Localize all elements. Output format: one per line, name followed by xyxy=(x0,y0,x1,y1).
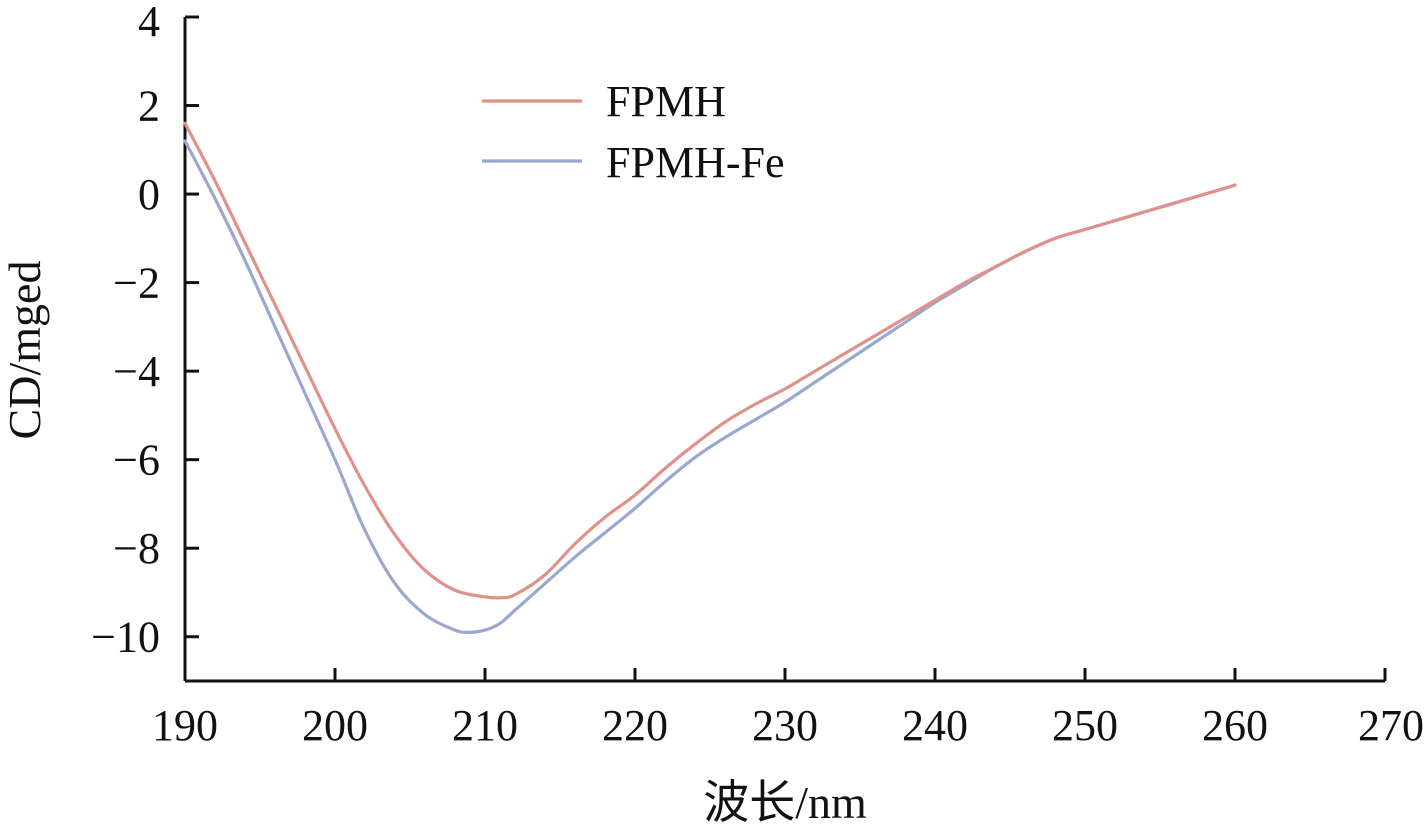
y-tick-label: −8 xyxy=(113,524,160,573)
x-tick-label: 250 xyxy=(1052,701,1118,750)
x-axis-ticks: 190 200 210 220 230 240 250 260 270 xyxy=(152,668,1424,750)
y-tick-label: 2 xyxy=(138,82,160,131)
x-tick-label: 210 xyxy=(452,701,518,750)
x-tick-label: 270 xyxy=(1358,701,1424,750)
y-tick-label: −4 xyxy=(113,347,160,396)
legend-label-fpmh-fe: FPMH-Fe xyxy=(606,138,785,187)
y-tick-label: 0 xyxy=(138,170,160,219)
x-tick-label: 260 xyxy=(1202,701,1268,750)
y-tick-label: 4 xyxy=(138,0,160,46)
legend-label-fpmh: FPMH xyxy=(606,77,726,126)
legend: FPMH FPMH-Fe xyxy=(482,77,785,187)
x-tick-label: 230 xyxy=(752,701,818,750)
series-line-fpmh-fe xyxy=(183,139,1237,634)
x-axis-title: 波长/nm xyxy=(703,777,867,825)
x-tick-label: 190 xyxy=(152,701,218,750)
series-layer xyxy=(183,121,1237,634)
y-tick-label: −2 xyxy=(113,259,160,308)
x-tick-label: 220 xyxy=(602,701,668,750)
x-tick-label: 240 xyxy=(902,701,968,750)
x-tick-label: 200 xyxy=(302,701,368,750)
y-tick-label: −10 xyxy=(91,613,160,662)
series-line-fpmh xyxy=(183,121,1237,600)
y-axis-ticks: 4 2 0 −2 −4 −6 −8 −10 xyxy=(91,0,199,662)
y-tick-label: −6 xyxy=(113,436,160,485)
y-axis-title: CD/mged xyxy=(0,261,50,440)
axes: 190 200 210 220 230 240 250 260 270 4 2 0 −2 −4 −6 −8 −… xyxy=(91,0,1424,750)
